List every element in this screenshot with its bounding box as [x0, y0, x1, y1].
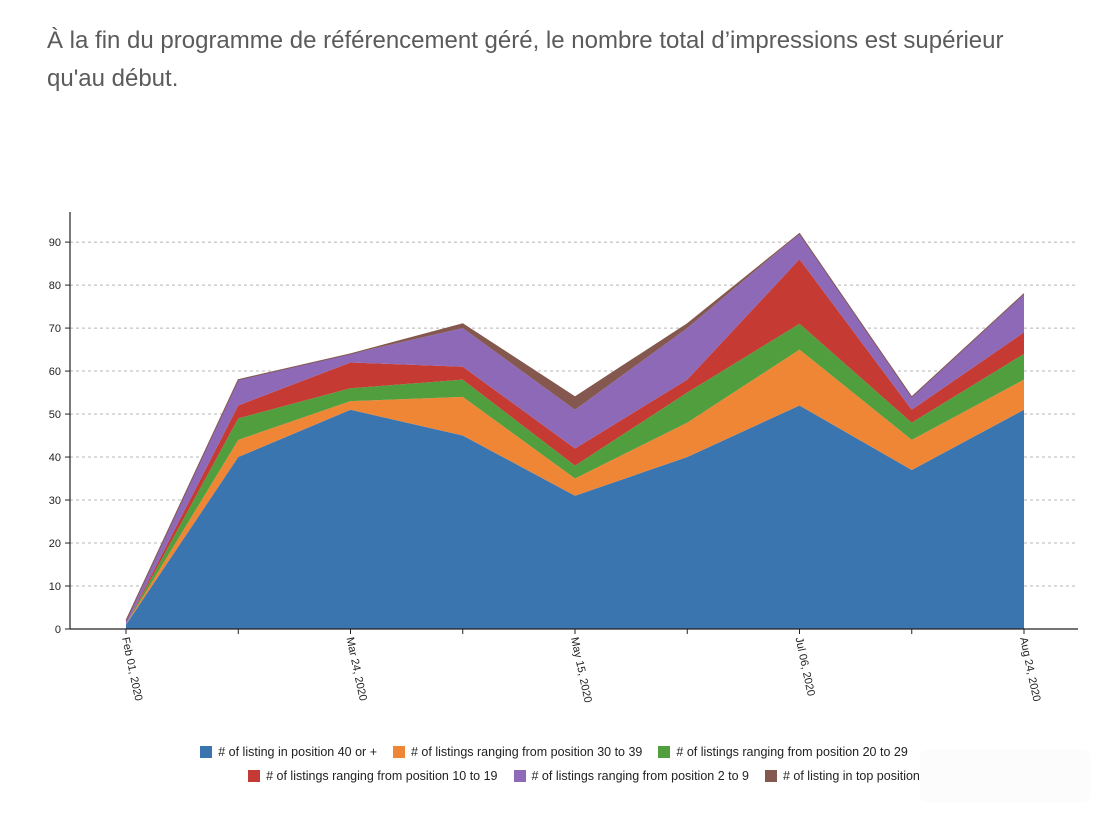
legend-label: # of listing in position 40 or + [218, 745, 377, 759]
legend-label: # of listing in top position [782, 769, 920, 783]
legend-label: # of listings ranging from position 20 t… [676, 745, 908, 759]
y-tick-label-40: 40 [49, 452, 61, 464]
y-tick-label-80: 80 [49, 280, 61, 292]
legend-item-2[interactable]: # of listings ranging from position 30 t… [393, 745, 642, 759]
area-series-1 [126, 405, 1024, 629]
x-tick-label-4: May 15, 2020 [568, 636, 594, 704]
legend-swatch [658, 746, 671, 758]
area-series-5 [126, 233, 1024, 625]
y-tick-label-20: 20 [49, 538, 61, 550]
legend-item-1[interactable]: # of listing in position 40 or + [200, 745, 377, 759]
x-tick-label-8: Aug 24, 2020 [1017, 636, 1042, 703]
y-tick-label-90: 90 [49, 237, 61, 249]
legend-row-1: # of listing in position 40 or + # of lis… [0, 740, 1108, 764]
area-series-2 [126, 349, 1024, 625]
corner-overlay [920, 750, 1090, 802]
legend-item-5[interactable]: # of listings ranging from position 2 to… [513, 769, 749, 783]
x-tick-label-6: Jul 06, 2020 [793, 636, 817, 697]
legend-swatch [513, 770, 526, 782]
y-tick-label-10: 10 [49, 581, 61, 593]
y-tick-label-0: 0 [55, 624, 61, 636]
caption-text: À la fin du programme de référencement g… [47, 27, 1004, 92]
legend-swatch [200, 746, 213, 758]
legend-item-6[interactable]: # of listing in top position [764, 769, 920, 783]
legend-item-4[interactable]: # of listings ranging from position 10 t… [248, 769, 498, 783]
legend-swatch [393, 746, 405, 758]
y-tick-label-30: 30 [49, 495, 61, 507]
y-tick-label-70: 70 [49, 323, 61, 335]
y-tick-label-60: 60 [49, 366, 61, 378]
legend-row-2: # of listings ranging from position 10 t… [0, 764, 1108, 788]
y-tick-label-50: 50 [49, 409, 61, 421]
legend-item-3[interactable]: # of listings ranging from position 20 t… [658, 745, 908, 759]
legend-label: # of listings ranging from position 10 t… [266, 769, 498, 783]
stacked-area-chart: 0 10 20 30 40 50 60 70 80 90 Feb 01, 2020 Mar 24, 2… [49, 212, 1078, 704]
area-series-3 [126, 323, 1024, 625]
x-tick-label-2: Mar 24, 2020 [344, 636, 369, 702]
legend-label: # of listings ranging from position 2 to… [531, 769, 749, 783]
area-series-group [125, 232, 1025, 629]
x-tick-label-0: Feb 01, 2020 [119, 636, 144, 702]
legend-swatch [764, 770, 777, 782]
legend-swatch [248, 770, 261, 782]
legend: # of listing in position 40 or + # of lis… [0, 740, 1108, 788]
stack-top-outline [125, 232, 1025, 621]
legend-label: # of listings ranging from position 30 t… [411, 745, 643, 759]
